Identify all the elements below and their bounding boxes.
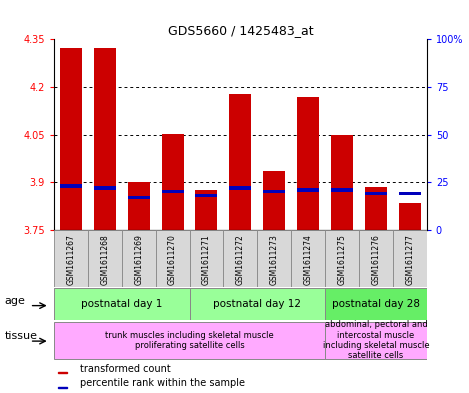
Bar bbox=[58, 387, 68, 388]
Text: GSM1611269: GSM1611269 bbox=[134, 235, 143, 285]
Text: GSM1611277: GSM1611277 bbox=[405, 235, 414, 285]
Bar bbox=[196, 194, 218, 197]
Text: percentile rank within the sample: percentile rank within the sample bbox=[80, 378, 245, 388]
Bar bbox=[399, 192, 421, 195]
Bar bbox=[94, 186, 116, 190]
Bar bbox=[161, 190, 183, 193]
Text: GSM1611275: GSM1611275 bbox=[338, 235, 347, 285]
Text: GSM1611271: GSM1611271 bbox=[202, 235, 211, 285]
Bar bbox=[60, 48, 82, 230]
Text: transformed count: transformed count bbox=[80, 364, 171, 374]
Bar bbox=[161, 134, 183, 230]
Bar bbox=[331, 188, 353, 192]
Bar bbox=[122, 230, 156, 287]
Bar bbox=[331, 135, 353, 230]
Bar bbox=[263, 171, 285, 230]
Bar bbox=[325, 230, 359, 287]
Text: postnatal day 12: postnatal day 12 bbox=[213, 299, 301, 309]
Bar bbox=[54, 230, 88, 287]
Text: age: age bbox=[4, 296, 25, 307]
Bar bbox=[189, 288, 325, 320]
Bar bbox=[359, 230, 393, 287]
Bar bbox=[156, 230, 189, 287]
Bar bbox=[94, 48, 116, 230]
Text: GSM1611270: GSM1611270 bbox=[168, 235, 177, 285]
Bar bbox=[54, 288, 189, 320]
Bar bbox=[297, 97, 319, 230]
Bar bbox=[325, 288, 427, 320]
Text: tissue: tissue bbox=[4, 331, 38, 341]
Text: abdominal, pectoral and
intercostal muscle
including skeletal muscle
satellite c: abdominal, pectoral and intercostal musc… bbox=[323, 320, 429, 360]
Bar bbox=[54, 322, 325, 359]
Bar bbox=[297, 188, 319, 192]
Text: GSM1611267: GSM1611267 bbox=[67, 235, 76, 285]
Text: trunk muscles including skeletal muscle
proliferating satellite cells: trunk muscles including skeletal muscle … bbox=[105, 331, 274, 350]
Bar bbox=[325, 322, 427, 359]
Bar bbox=[399, 203, 421, 230]
Text: postnatal day 1: postnatal day 1 bbox=[81, 299, 162, 309]
Text: postnatal day 28: postnatal day 28 bbox=[332, 299, 420, 309]
Bar bbox=[393, 230, 427, 287]
Text: GSM1611272: GSM1611272 bbox=[236, 235, 245, 285]
Bar bbox=[229, 186, 251, 190]
Bar bbox=[60, 184, 82, 188]
Bar bbox=[223, 230, 257, 287]
Bar bbox=[189, 230, 223, 287]
Bar bbox=[196, 190, 218, 230]
Bar bbox=[365, 187, 387, 230]
Bar bbox=[257, 230, 291, 287]
Title: GDS5660 / 1425483_at: GDS5660 / 1425483_at bbox=[167, 24, 313, 37]
Bar bbox=[365, 192, 387, 195]
Bar bbox=[88, 230, 122, 287]
Bar bbox=[128, 196, 150, 199]
Bar bbox=[58, 372, 68, 373]
Text: GSM1611273: GSM1611273 bbox=[270, 235, 279, 285]
Text: GSM1611276: GSM1611276 bbox=[371, 235, 380, 285]
Bar bbox=[128, 182, 150, 230]
Text: GSM1611268: GSM1611268 bbox=[100, 235, 109, 285]
Text: GSM1611274: GSM1611274 bbox=[303, 235, 313, 285]
Bar bbox=[229, 94, 251, 230]
Bar bbox=[291, 230, 325, 287]
Bar bbox=[263, 190, 285, 193]
